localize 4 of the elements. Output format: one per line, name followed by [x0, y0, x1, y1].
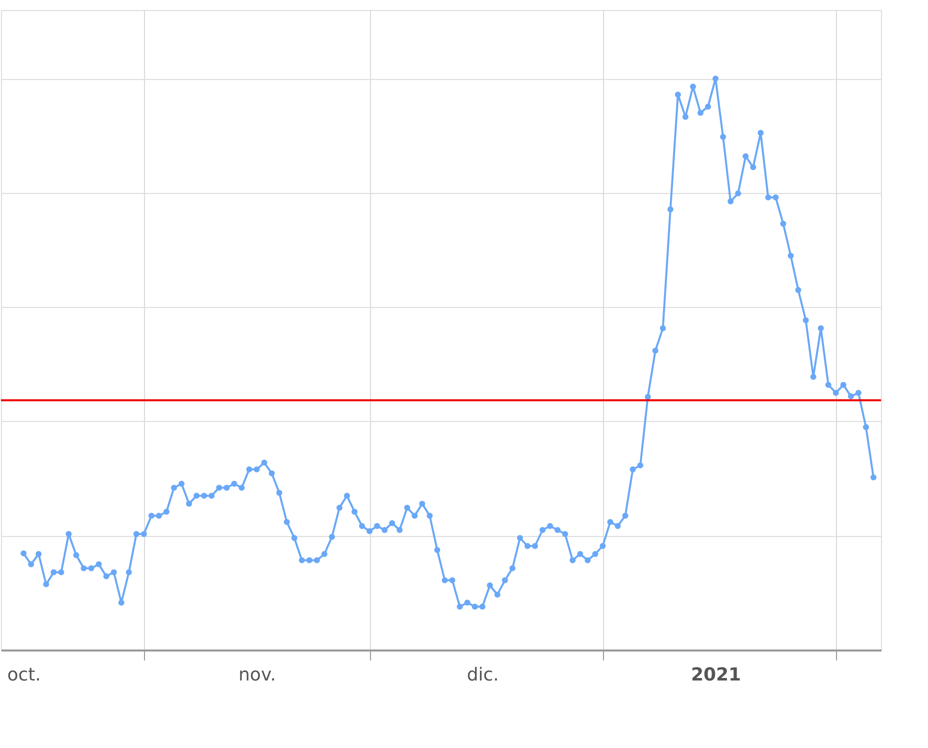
x-tick-label: nov.: [238, 664, 276, 686]
x-tick-label: 2021: [690, 664, 742, 686]
x-tick-label: oct.: [7, 664, 41, 686]
x-tick-label: dic.: [466, 664, 499, 686]
